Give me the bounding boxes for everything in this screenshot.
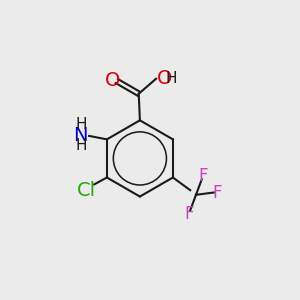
Text: H: H bbox=[165, 70, 177, 86]
Text: N: N bbox=[73, 126, 88, 145]
Text: H: H bbox=[75, 138, 87, 153]
Text: O: O bbox=[157, 68, 172, 88]
Text: H: H bbox=[75, 117, 87, 132]
Text: O: O bbox=[105, 71, 120, 90]
Text: Cl: Cl bbox=[76, 181, 96, 200]
Text: F: F bbox=[212, 184, 222, 202]
Text: F: F bbox=[184, 205, 194, 223]
Text: F: F bbox=[198, 167, 208, 185]
